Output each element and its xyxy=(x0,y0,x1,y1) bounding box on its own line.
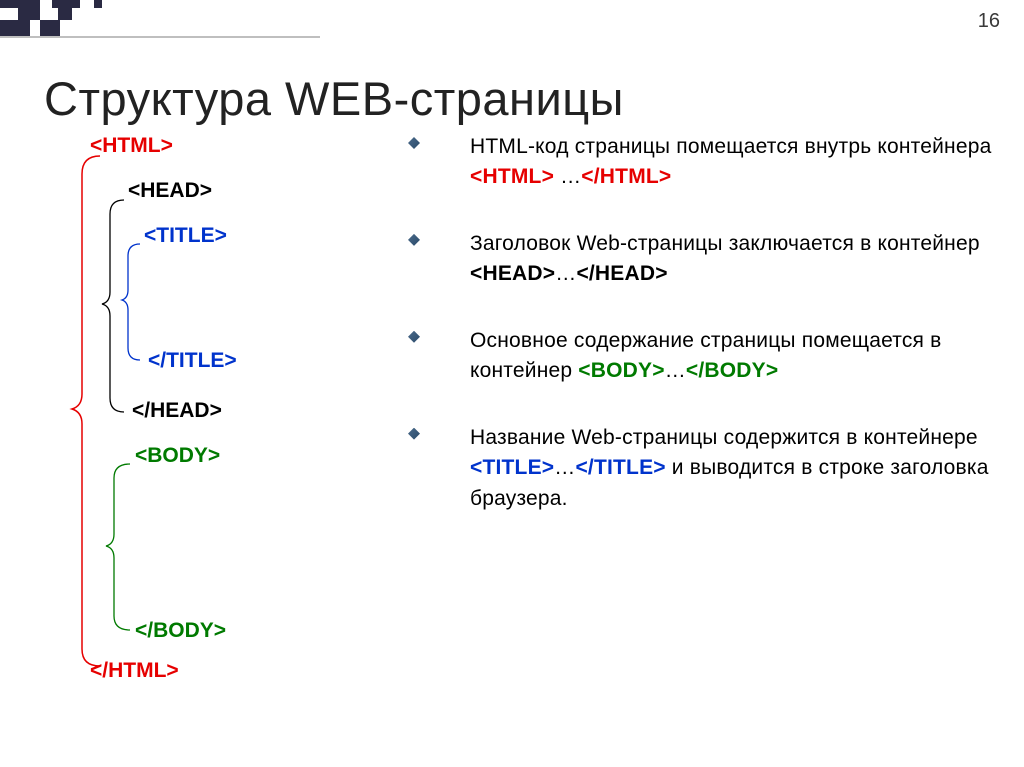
tag-ref: </TITLE> xyxy=(575,456,665,479)
tag-html-open: <HTML> xyxy=(90,134,173,158)
tag-head-open: <HEAD> xyxy=(128,179,212,203)
bullet-sep: … xyxy=(554,165,581,188)
bullet-text: Название Web-страницы содержится в конте… xyxy=(470,423,992,514)
bullet-icon xyxy=(408,428,420,440)
tag-ref: </HEAD> xyxy=(576,262,667,285)
tag-ref: </HTML> xyxy=(581,165,671,188)
tag-ref: <BODY> xyxy=(578,359,664,382)
tag-ref: </BODY> xyxy=(686,359,778,382)
bullet-item: HTML-код страницы помещается внутрь конт… xyxy=(408,132,992,193)
bullet-text: Заголовок Web-страницы заключается в кон… xyxy=(470,229,992,290)
slide-content: <HTML> <HEAD> <TITLE> </TITLE> </HEAD> <… xyxy=(0,124,1024,767)
tag-title-open: <TITLE> xyxy=(144,224,227,248)
tag-ref: <HTML> xyxy=(470,165,554,188)
slide-title: Структура WEB-страницы xyxy=(44,71,624,126)
bullet-sep: … xyxy=(554,456,575,479)
bullet-pre: Заголовок Web-страницы заключается в кон… xyxy=(470,232,980,255)
slide-number: 16 xyxy=(978,10,1000,33)
bullet-icon xyxy=(408,331,420,343)
bullet-item: Заголовок Web-страницы заключается в кон… xyxy=(408,229,992,290)
bullet-item: Основное содержание страницы помещается … xyxy=(408,326,992,387)
bullet-pre: Название Web-страницы содержится в конте… xyxy=(470,426,978,449)
tag-ref: <HEAD> xyxy=(470,262,555,285)
bullet-sep: … xyxy=(665,359,686,382)
bullet-list: HTML-код страницы помещается внутрь конт… xyxy=(400,124,1024,767)
bullet-item: Название Web-страницы содержится в конте… xyxy=(408,423,992,514)
bullet-text: Основное содержание страницы помещается … xyxy=(470,326,992,387)
bullet-icon xyxy=(408,137,420,149)
tag-body-close: </BODY> xyxy=(135,619,226,643)
bullet-pre: HTML-код страницы помещается внутрь конт… xyxy=(470,135,992,158)
tag-body-open: <BODY> xyxy=(135,444,220,468)
structure-diagram: <HTML> <HEAD> <TITLE> </TITLE> </HEAD> <… xyxy=(0,124,400,767)
tag-ref: <TITLE> xyxy=(470,456,554,479)
bullet-icon xyxy=(408,234,420,246)
tag-title-close: </TITLE> xyxy=(148,349,237,373)
tag-html-close: </HTML> xyxy=(90,659,179,683)
slide-header-decoration xyxy=(0,0,320,40)
bullet-sep: … xyxy=(555,262,576,285)
bullet-text: HTML-код страницы помещается внутрь конт… xyxy=(470,132,992,193)
tag-head-close: </HEAD> xyxy=(132,399,222,423)
